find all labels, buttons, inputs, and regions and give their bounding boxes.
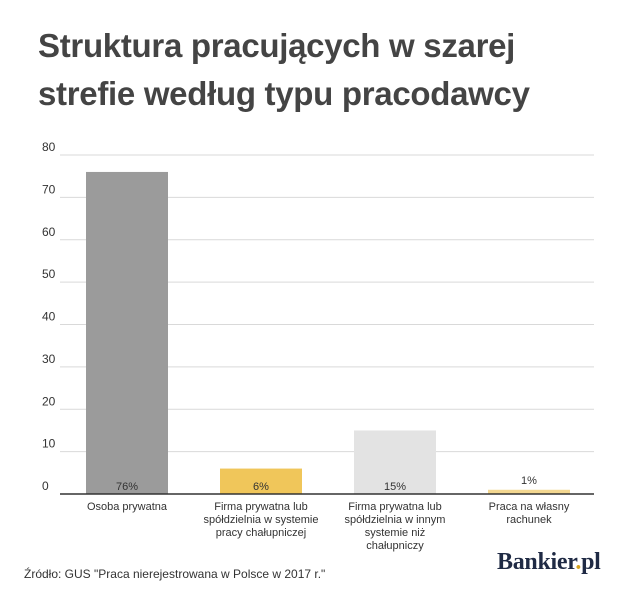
data-label: 15% bbox=[384, 481, 406, 493]
y-tick-label: 0 bbox=[42, 479, 49, 493]
y-tick-label: 20 bbox=[42, 394, 56, 408]
x-tick-label: Firma prywatna lub spółdzielnia w systemi… bbox=[204, 501, 319, 539]
bar bbox=[354, 430, 436, 494]
bar bbox=[488, 489, 570, 494]
x-tick-label-line: pracy chałupniczej bbox=[216, 527, 307, 539]
source-note: Źródło: GUS "Praca nierejestrowana w Pol… bbox=[24, 567, 326, 581]
logo-name: Bankier bbox=[497, 549, 576, 575]
y-tick-label: 40 bbox=[42, 310, 56, 324]
x-tick-label: Firma prywatna lub spółdzielnia w innym sy… bbox=[345, 501, 446, 552]
x-tick-label-line: spółdzielnia w innym bbox=[345, 514, 446, 526]
x-tick-label: Praca na własny rachunek bbox=[489, 501, 570, 526]
x-tick-label-line: Firma prywatna lub bbox=[348, 501, 442, 513]
x-tick-label-line: rachunek bbox=[506, 514, 552, 526]
x-tick-label-line: chałupniczy bbox=[366, 540, 424, 552]
logo-tld: pl bbox=[581, 549, 601, 575]
x-tick-label-line: systemie niż bbox=[365, 527, 426, 539]
chart-title-line-1: Struktura pracujących w szarej bbox=[38, 27, 516, 64]
y-tick-label: 50 bbox=[42, 267, 56, 281]
y-tick-label: 30 bbox=[42, 352, 56, 366]
y-tick-label: 70 bbox=[42, 182, 56, 196]
x-tick-label: Osoba prywatna bbox=[87, 501, 168, 513]
x-tick-label-line: Firma prywatna lub bbox=[214, 501, 308, 513]
bar bbox=[220, 468, 302, 494]
y-tick-label: 10 bbox=[42, 437, 56, 451]
y-tick-label: 60 bbox=[42, 225, 56, 239]
data-label: 1% bbox=[521, 475, 537, 487]
data-label: 76% bbox=[116, 481, 138, 493]
x-tick-label-line: Praca na własny bbox=[489, 501, 570, 513]
data-label: 6% bbox=[253, 481, 269, 493]
bankier-logo: Bankier.pl bbox=[497, 549, 601, 576]
chart-title: Struktura pracujących w szarej strefie w… bbox=[38, 22, 618, 118]
logo-dot: . bbox=[575, 549, 582, 575]
bar bbox=[86, 171, 168, 494]
y-tick-label: 80 bbox=[42, 140, 56, 154]
chart-title-line-2: strefie według typu pracodawcy bbox=[38, 75, 530, 112]
x-tick-label-line: spółdzielnia w systemie bbox=[204, 514, 319, 526]
x-tick-label-line: Osoba prywatna bbox=[87, 501, 168, 513]
